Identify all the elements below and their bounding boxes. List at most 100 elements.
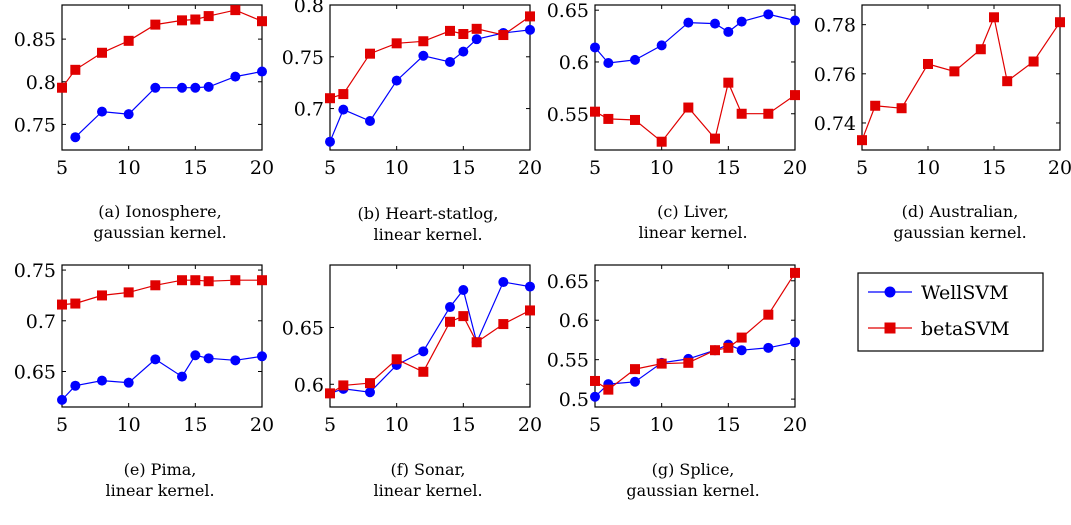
data-point-wellsvm <box>590 42 600 53</box>
x-tick-label: 20 <box>518 157 542 179</box>
data-point-betasvm <box>338 89 349 100</box>
data-point-wellsvm <box>656 40 667 51</box>
plot-frame-6 <box>594 264 796 408</box>
legend-label-betasvm: betaSVM <box>921 318 1010 340</box>
data-point-betasvm <box>603 384 614 395</box>
caption-line: (g) Splice, <box>652 460 735 479</box>
data-point-betasvm <box>458 311 469 322</box>
data-point-wellsvm <box>190 82 201 93</box>
x-tick-label: 20 <box>1048 157 1071 179</box>
y-tick-label: 0.76 <box>814 64 856 86</box>
data-point-betasvm <box>790 267 800 278</box>
data-point-wellsvm <box>150 354 161 365</box>
series-line-betasvm <box>61 279 262 306</box>
data-point-betasvm <box>525 11 535 22</box>
data-point-betasvm <box>656 358 667 369</box>
x-tick-label: 10 <box>650 414 674 436</box>
data-point-betasvm <box>257 275 267 286</box>
caption-line: linear kernel. <box>638 223 747 242</box>
data-point-wellsvm <box>763 9 774 20</box>
y-tick-label: 0.75 <box>282 47 324 69</box>
data-point-wellsvm <box>445 302 455 313</box>
x-tick-label: 10 <box>650 157 674 179</box>
plot-frame-2 <box>594 4 796 151</box>
data-point-betasvm <box>1002 76 1013 87</box>
data-point-wellsvm <box>525 281 535 292</box>
data-point-wellsvm <box>790 15 800 26</box>
data-point-betasvm <box>150 280 161 291</box>
data-point-betasvm <box>418 36 429 47</box>
data-point-betasvm <box>445 25 455 36</box>
data-point-wellsvm <box>736 345 747 356</box>
caption-line: (c) Liver, <box>657 202 729 221</box>
data-point-betasvm <box>1055 17 1065 28</box>
data-point-betasvm <box>896 103 907 114</box>
data-point-betasvm <box>736 332 747 343</box>
data-point-betasvm <box>656 136 667 147</box>
caption-line: linear kernel. <box>373 225 482 244</box>
data-point-wellsvm <box>458 46 469 57</box>
plot-frame-4 <box>61 264 263 408</box>
data-point-betasvm <box>857 135 867 146</box>
x-tick-label: 5 <box>589 414 601 436</box>
data-point-betasvm <box>325 93 335 104</box>
data-point-betasvm <box>123 35 134 46</box>
data-point-wellsvm <box>630 54 640 65</box>
x-tick-label: 10 <box>117 157 141 179</box>
subplot-5: 5 10 15 20 0.6 0.65 (f) Sonar, linear kernel. <box>282 264 542 500</box>
data-point-betasvm <box>365 48 375 59</box>
data-point-betasvm <box>498 319 509 330</box>
x-tick-label: 15 <box>982 157 1006 179</box>
x-tick-label: 5 <box>56 414 68 436</box>
data-point-betasvm <box>190 275 201 286</box>
y-tick-label: 0.74 <box>814 113 856 135</box>
plot-frame-3 <box>861 4 1061 151</box>
data-point-betasvm <box>630 364 640 375</box>
x-tick-label: 10 <box>916 157 940 179</box>
series-line-betasvm <box>861 15 1061 141</box>
series-line-betasvm <box>594 80 796 143</box>
x-tick-label: 15 <box>716 414 740 436</box>
y-tick-label: 0.8 <box>26 72 56 94</box>
series-line-betasvm <box>594 272 796 391</box>
caption-line: (a) Ionosphere, <box>98 202 221 221</box>
data-point-betasvm <box>57 299 67 310</box>
data-point-betasvm <box>870 100 881 111</box>
data-point-betasvm <box>471 23 482 34</box>
y-tick-label: 0.6 <box>559 310 589 332</box>
series-line-betasvm <box>61 9 263 89</box>
data-point-wellsvm <box>190 350 201 361</box>
x-tick-label: 20 <box>783 157 807 179</box>
series-line-wellsvm <box>594 13 796 64</box>
data-point-betasvm <box>123 287 134 298</box>
data-point-betasvm <box>203 11 214 22</box>
y-tick-label: 0.55 <box>547 104 589 126</box>
x-tick-label: 10 <box>117 414 141 436</box>
data-point-wellsvm <box>230 355 241 366</box>
data-point-wellsvm <box>525 24 535 35</box>
data-point-betasvm <box>736 108 747 119</box>
data-point-betasvm <box>471 337 482 348</box>
data-point-betasvm <box>710 345 720 356</box>
data-point-wellsvm <box>365 387 375 398</box>
x-tick-label: 15 <box>716 157 740 179</box>
x-tick-label: 5 <box>56 157 68 179</box>
x-tick-label: 20 <box>518 414 542 436</box>
data-point-betasvm <box>790 90 800 101</box>
data-point-betasvm <box>723 342 734 353</box>
x-tick-label: 10 <box>385 157 409 179</box>
x-tick-label: 15 <box>451 414 475 436</box>
caption-line: linear kernel. <box>105 481 214 500</box>
data-point-betasvm <box>230 275 241 286</box>
data-point-wellsvm <box>723 26 734 37</box>
data-point-wellsvm <box>230 71 241 82</box>
y-tick-label: 0.65 <box>547 271 589 293</box>
data-point-wellsvm <box>257 66 267 77</box>
data-point-betasvm <box>203 276 214 287</box>
series-line-betasvm <box>329 309 531 394</box>
data-point-wellsvm <box>203 353 214 364</box>
y-tick-label: 0.75 <box>14 114 56 136</box>
subplot-4: 5 10 15 20 0.65 0.7 0.75 (e) Pima, linear kernel… <box>14 260 274 500</box>
caption-line: (e) Pima, <box>124 460 197 479</box>
data-point-wellsvm <box>590 391 600 402</box>
